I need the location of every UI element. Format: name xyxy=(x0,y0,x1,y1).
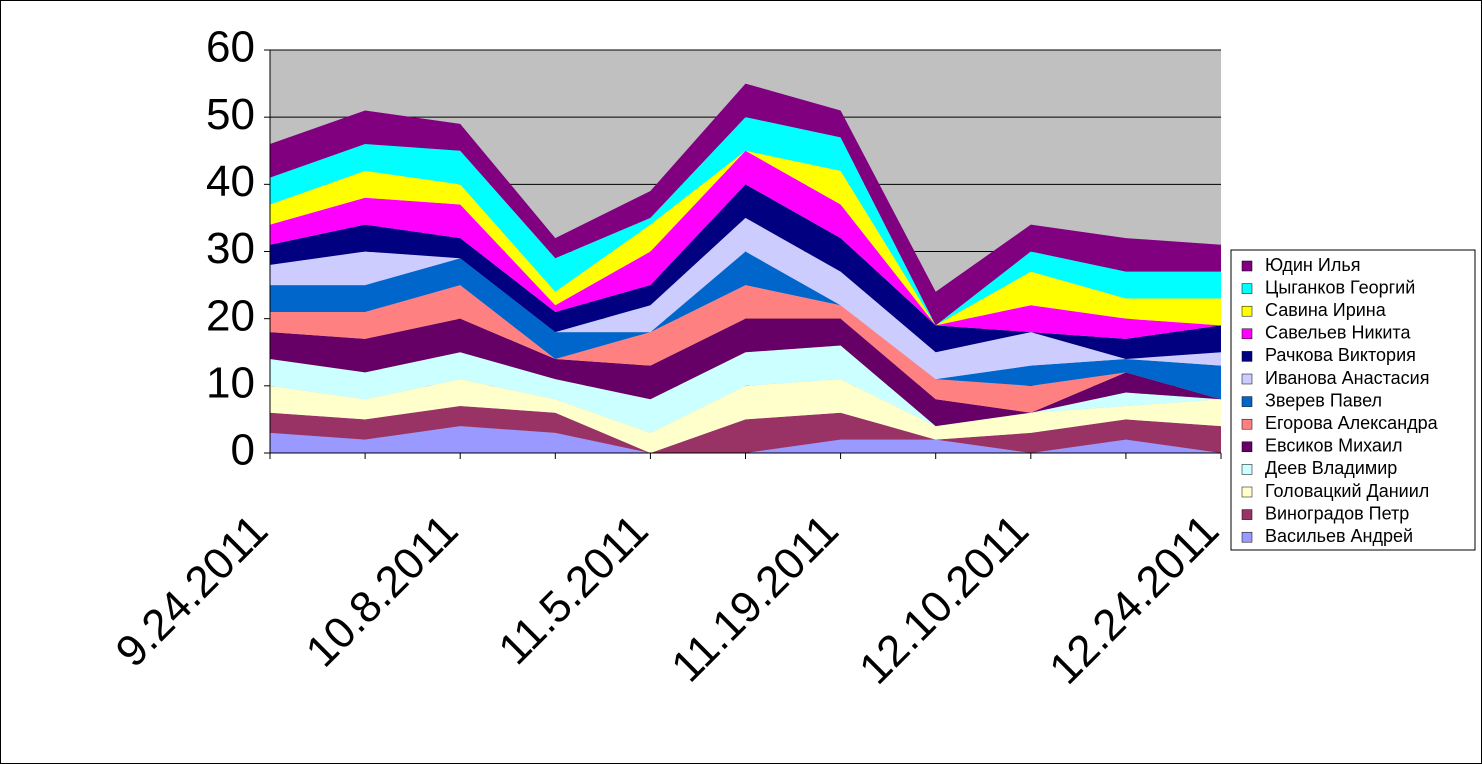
legend-label: Цыганков Георгий xyxy=(1265,277,1415,297)
y-tick-label: 20 xyxy=(206,291,255,340)
area xyxy=(270,150,1221,326)
y-tick-label: 50 xyxy=(206,90,255,139)
y-tick-label: 40 xyxy=(206,157,255,206)
legend-swatch xyxy=(1241,464,1253,475)
area xyxy=(270,405,1221,453)
legend-swatch xyxy=(1241,283,1253,294)
y-tick-label: 60 xyxy=(206,23,255,72)
legend-label: Зверев Павел xyxy=(1265,390,1382,410)
area xyxy=(270,426,1221,453)
legend-swatch xyxy=(1241,373,1253,385)
legend-label: Евсиков Михаил xyxy=(1265,436,1403,456)
legend-swatch xyxy=(1241,260,1253,272)
y-tick-label: 30 xyxy=(206,224,255,273)
legend-swatch xyxy=(1241,418,1253,430)
legend-swatch xyxy=(1241,396,1253,407)
y-tick-label: 10 xyxy=(206,358,255,407)
legend-label: Савельев Никита xyxy=(1265,323,1411,343)
area xyxy=(270,184,1221,359)
legend-label: Деев Владимир xyxy=(1265,458,1397,478)
areas xyxy=(270,83,1221,453)
legend-swatch xyxy=(1241,328,1253,340)
area xyxy=(270,318,1221,427)
area xyxy=(270,83,1221,326)
legend-swatch xyxy=(1241,305,1253,317)
legend-label: Васильев Андрей xyxy=(1265,526,1413,546)
area xyxy=(270,217,1221,380)
area xyxy=(270,285,1221,413)
legend xyxy=(1230,249,1476,551)
legend-label: Виноградов Петр xyxy=(1265,503,1409,523)
legend-swatch xyxy=(1241,509,1253,520)
legend-label: Рачкова Виктория xyxy=(1265,345,1416,365)
legend-label: Юдин Илья xyxy=(1265,255,1360,275)
legend-swatch xyxy=(1241,351,1253,362)
legend-swatch xyxy=(1241,486,1253,498)
y-tick-label: 0 xyxy=(231,426,255,475)
legend-label: Иванова Анастасия xyxy=(1265,368,1429,388)
area xyxy=(270,379,1221,453)
legend-label: Савина Ирина xyxy=(1265,300,1387,320)
legend-swatch xyxy=(1241,441,1253,453)
area xyxy=(270,150,1221,339)
area xyxy=(270,345,1221,433)
legend-entries: Васильев Андрей Виноградов ПетрГоловацкий… xyxy=(1241,255,1439,546)
area xyxy=(270,251,1221,400)
legend-label: Егорова Александра xyxy=(1265,413,1439,433)
legend-label: Головацкий Даниил xyxy=(1265,481,1429,501)
legend-swatch xyxy=(1241,531,1253,543)
